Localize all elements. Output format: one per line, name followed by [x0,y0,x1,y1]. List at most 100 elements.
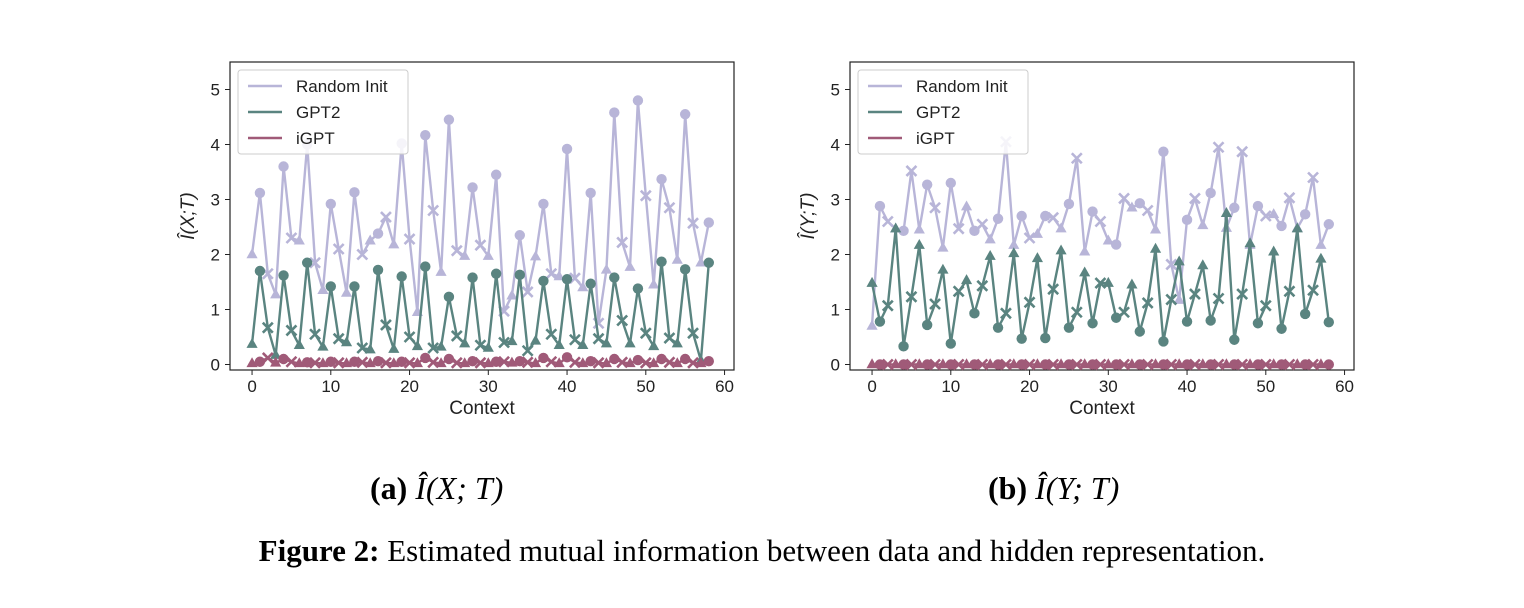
chart-b-series-gpt2-point [1087,318,1098,329]
chart-b-series-igpt-point [984,358,996,369]
chart-b-legend-box [857,69,1029,155]
chart-a-series-random-init-point [332,243,345,255]
chart-a-series-gpt2-point [309,328,321,341]
chart-b-series-gpt2-point [881,299,894,312]
chart-a-series-igpt-point [411,357,424,368]
chart-a-xtick-label: 60 [715,377,734,396]
chart-b-series-gpt2-point [1181,316,1193,327]
chart-a-series-igpt-point [624,357,636,368]
chart-a-series-random-init-point [278,161,289,172]
chart-a-series-random-init-point [349,187,360,198]
chart-a-series-gpt2-point [285,324,298,337]
chart-b-series-gpt2-point [1291,222,1303,233]
chart-b-series-igpt-point [1055,358,1067,369]
figure-caption-text: Estimated mutual information between dat… [379,533,1266,568]
chart-a-series-gpt2-point [317,340,329,351]
chart-a-series-igpt-point [340,357,353,368]
chart-a-series-gpt2-point [679,264,691,275]
chart-a-series-igpt-point [459,357,471,368]
chart-b-series-igpt-point [1268,358,1280,369]
chart-b-series-gpt2-point [1141,296,1154,309]
chart-b-series-igpt-point [1197,358,1209,369]
chart-b-series-gpt2-point [1315,252,1327,263]
chart-a-series-igpt-point [553,357,565,368]
chart-a-series-gpt2-point [388,342,400,353]
chart-a-series-gpt2-point [459,337,471,348]
chart-b-series-igpt-point [1276,359,1287,370]
chart-a-series-igpt-point [695,357,707,368]
chart-a-series-igpt-point [538,352,549,364]
chart-a-series-gpt2-point [467,272,478,283]
chart-a-series-random-init-point [309,256,321,269]
chart-b-series-random-init-point [952,222,965,235]
chart-a-series-random-init-point [450,244,463,257]
chart-b-series-random-init-point [960,200,973,211]
chart-b-series-gpt2-point [921,319,933,331]
chart-a-series-random-init-point [656,173,667,185]
chart-b-series-random-init-point [1283,191,1296,204]
chart-b-series-random-init-point [1102,234,1114,245]
chart-a-series-gpt2-point [443,291,455,303]
chart-b-series-gpt2-point [1023,296,1036,309]
chart-b-series-random-init-point [1047,211,1060,224]
chart-a-series-gpt2-point [396,271,407,282]
chart-b-series-igpt-point [921,359,933,370]
chart-a-series-random-init-point [561,143,573,155]
chart-b-series-gpt2-point [1110,312,1122,323]
chart-b-series-gpt2-point [1229,334,1240,345]
chart-a-series-random-init-point [609,107,620,118]
chart-b-series-random-init-point [1189,192,1201,205]
chart-b-series-random-init-point [1158,146,1169,157]
chart-a-series-random-init-point [687,217,699,230]
chart-a-xtick-label: 40 [558,377,577,396]
chart-b-series-igpt-point [1040,359,1051,370]
chart-a-series-igpt-point [703,356,714,367]
chart-a-svg: 0 10 20 30 40 50 60 0 1 2 3 4 5 Context Î(X;T) Random I… [177,61,735,419]
chart-b-series-igpt-point [992,359,1004,370]
chart-a-series-gpt2-point [420,261,431,272]
chart-b-series-igpt-point [945,359,956,370]
chart-b-series-random-init-point [1165,258,1178,271]
chart-a-series-igpt-point [246,357,258,368]
chart-a-series-random-init-point [585,187,596,199]
subcaption-b: (b) Î(Y; T) [988,470,1119,507]
chart-a-series-random-init-point [403,233,416,246]
chart-b-ytick-label: 1 [831,301,840,320]
chart-b-series-igpt-point [874,359,886,370]
chart-b-legend-label: GPT2 [916,103,960,122]
chart-b-series-gpt2-point [1283,285,1296,298]
chart-a-series-gpt2-point [349,281,360,292]
chart-a-ytick-label: 0 [211,356,220,375]
chart-a-series-igpt-point [364,357,376,368]
chart-b-series-gpt2-point [1158,336,1169,347]
chart-a-series-igpt-point [285,355,298,368]
chart-b-series-random-init-point [1212,141,1225,154]
chart-b-series-gpt2-point [1079,266,1091,277]
chart-b-series-random-init-point [1055,222,1067,233]
chart-b-series-gpt2-point [1252,318,1264,329]
chart-a-series-gpt2-point [372,264,384,276]
chart-a-series-random-init-point [246,248,258,259]
chart-a-series-igpt-point [545,355,558,368]
subcaption-b-math: Î(Y; T) [1035,470,1120,506]
chart-a-series-random-init-point [364,234,376,245]
chart-a-series-random-init-point [459,249,471,260]
chart-a-series-igpt-point [349,356,360,367]
chart-a-series-random-init-point [514,230,525,241]
chart-b-series-random-init-point [1126,201,1138,212]
chart-b-series-random-init-point [1063,198,1075,210]
chart-a-series-gpt2-point [270,348,282,359]
chart-a-series-gpt2-point [356,342,369,354]
chart-a-series-gpt2-point [380,318,392,331]
chart-a-xtick-label: 30 [479,377,498,396]
chart-a-series-gpt2-point [261,321,274,334]
chart-b-series-igpt-point [1008,358,1020,369]
chart-b-series-igpt-point [1252,359,1264,370]
chart-b-series-gpt2-point [905,290,918,303]
chart-a-series-igpt-point [656,353,667,365]
chart-a-legend-label: GPT2 [296,103,340,122]
chart-a-series-gpt2-point [553,339,565,349]
chart-b-series-gpt2-point [1236,288,1249,301]
chart-a-series-random-init-point [648,278,660,289]
chart-a-series-igpt-point [648,357,660,368]
